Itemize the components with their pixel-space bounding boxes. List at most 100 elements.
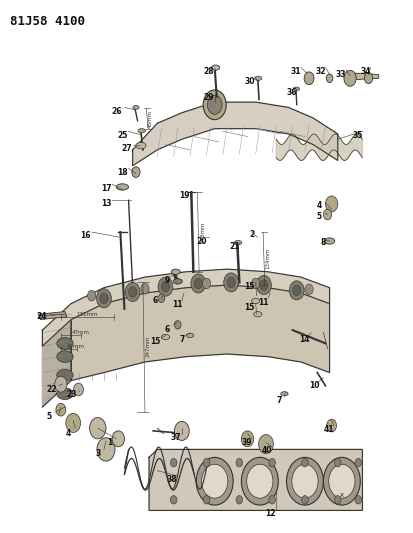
Text: 41: 41 bbox=[323, 425, 334, 434]
Text: x: x bbox=[340, 492, 344, 498]
Circle shape bbox=[269, 458, 275, 467]
Text: 19: 19 bbox=[179, 191, 189, 200]
Circle shape bbox=[252, 278, 260, 289]
Text: 17: 17 bbox=[101, 183, 112, 192]
Text: 15: 15 bbox=[244, 303, 255, 312]
Text: 8: 8 bbox=[321, 238, 326, 247]
Circle shape bbox=[247, 464, 273, 498]
Text: 14: 14 bbox=[299, 335, 309, 344]
Circle shape bbox=[241, 431, 254, 447]
Polygon shape bbox=[350, 73, 379, 80]
Text: 37: 37 bbox=[171, 433, 181, 442]
Circle shape bbox=[112, 431, 124, 447]
Text: 18: 18 bbox=[117, 167, 128, 176]
Circle shape bbox=[344, 70, 356, 86]
Circle shape bbox=[74, 383, 83, 396]
Ellipse shape bbox=[57, 351, 73, 362]
Circle shape bbox=[194, 278, 202, 289]
Circle shape bbox=[259, 434, 273, 454]
Text: 20: 20 bbox=[196, 237, 207, 246]
Ellipse shape bbox=[161, 334, 170, 340]
Circle shape bbox=[326, 74, 333, 83]
Circle shape bbox=[323, 209, 332, 220]
Text: 6: 6 bbox=[152, 296, 158, 305]
Text: 6: 6 bbox=[165, 325, 170, 334]
Text: 11: 11 bbox=[172, 300, 182, 309]
Text: 23: 23 bbox=[66, 390, 77, 399]
Text: 26: 26 bbox=[112, 107, 122, 116]
Circle shape bbox=[203, 458, 210, 467]
Ellipse shape bbox=[325, 238, 335, 244]
Circle shape bbox=[224, 273, 238, 292]
Circle shape bbox=[203, 496, 210, 504]
Text: 39: 39 bbox=[242, 438, 252, 447]
Circle shape bbox=[335, 458, 341, 467]
Circle shape bbox=[207, 95, 222, 114]
Ellipse shape bbox=[252, 298, 260, 304]
Circle shape bbox=[241, 457, 278, 505]
Ellipse shape bbox=[132, 167, 140, 177]
Circle shape bbox=[236, 496, 242, 504]
Text: 38: 38 bbox=[166, 475, 177, 484]
Text: 30: 30 bbox=[244, 77, 255, 86]
Polygon shape bbox=[38, 312, 67, 319]
Text: 36: 36 bbox=[287, 88, 297, 97]
Text: 247mm: 247mm bbox=[146, 335, 151, 357]
Text: 40: 40 bbox=[262, 446, 273, 455]
Text: 45mm: 45mm bbox=[148, 110, 153, 127]
Circle shape bbox=[66, 414, 81, 432]
Text: 21: 21 bbox=[229, 242, 240, 251]
Text: 7: 7 bbox=[179, 335, 185, 344]
Circle shape bbox=[364, 73, 373, 84]
Polygon shape bbox=[149, 449, 362, 511]
Ellipse shape bbox=[235, 240, 242, 245]
Text: 29: 29 bbox=[203, 93, 214, 102]
Circle shape bbox=[141, 284, 149, 294]
Circle shape bbox=[128, 287, 137, 297]
Circle shape bbox=[171, 496, 177, 504]
Text: 16: 16 bbox=[80, 231, 91, 240]
Circle shape bbox=[290, 281, 304, 300]
Text: 25: 25 bbox=[117, 131, 128, 140]
Circle shape bbox=[355, 496, 361, 504]
Circle shape bbox=[97, 438, 115, 461]
Circle shape bbox=[325, 196, 338, 212]
Ellipse shape bbox=[133, 106, 139, 109]
Circle shape bbox=[56, 403, 66, 416]
Text: 15: 15 bbox=[244, 281, 255, 290]
Text: 1: 1 bbox=[107, 438, 113, 447]
Text: 22: 22 bbox=[46, 385, 57, 394]
Ellipse shape bbox=[138, 128, 145, 133]
Polygon shape bbox=[71, 285, 330, 381]
Circle shape bbox=[236, 458, 242, 467]
Text: 7: 7 bbox=[277, 395, 282, 405]
Ellipse shape bbox=[293, 87, 299, 91]
Circle shape bbox=[158, 294, 165, 303]
Ellipse shape bbox=[254, 312, 262, 317]
Circle shape bbox=[304, 72, 314, 85]
Circle shape bbox=[175, 320, 181, 329]
Circle shape bbox=[202, 278, 211, 289]
Circle shape bbox=[323, 457, 360, 505]
Ellipse shape bbox=[211, 65, 220, 70]
Circle shape bbox=[355, 458, 361, 467]
Text: 15: 15 bbox=[150, 337, 160, 346]
Ellipse shape bbox=[254, 76, 262, 80]
Text: 11: 11 bbox=[258, 297, 268, 306]
Text: 35: 35 bbox=[352, 131, 363, 140]
Text: 33: 33 bbox=[336, 69, 347, 78]
Circle shape bbox=[175, 421, 189, 440]
Text: 47mm: 47mm bbox=[71, 330, 90, 335]
Circle shape bbox=[329, 464, 355, 498]
Text: 27: 27 bbox=[121, 144, 132, 153]
Circle shape bbox=[90, 418, 106, 439]
Circle shape bbox=[305, 284, 313, 295]
Text: 5: 5 bbox=[317, 212, 322, 221]
Text: 24: 24 bbox=[36, 312, 47, 321]
Circle shape bbox=[171, 458, 177, 467]
Text: 12: 12 bbox=[265, 508, 275, 518]
Text: 10: 10 bbox=[309, 381, 319, 390]
Circle shape bbox=[293, 285, 301, 296]
Text: 34: 34 bbox=[361, 67, 371, 76]
Ellipse shape bbox=[116, 184, 128, 190]
